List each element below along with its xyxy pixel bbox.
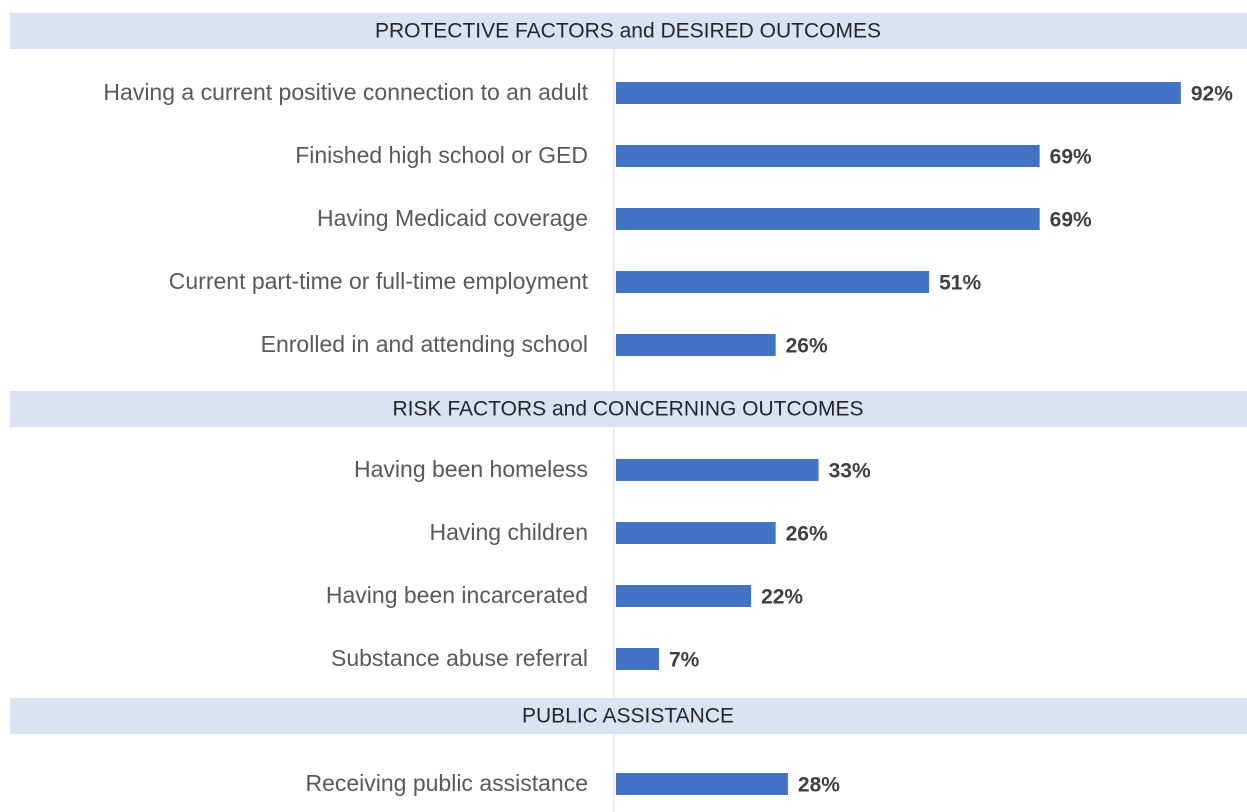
group-header: PUBLIC ASSISTANCE [522, 705, 734, 728]
bar [616, 82, 1181, 104]
category-label: Substance abuse referral [331, 645, 588, 671]
value-label: 92% [1191, 83, 1233, 106]
value-label: 26% [786, 523, 828, 546]
category-label: Having been homeless [354, 456, 588, 482]
bar [616, 271, 930, 293]
category-label: Having a current positive connection to … [103, 79, 588, 105]
value-label: 51% [939, 272, 981, 295]
category-label: Having Medicaid coverage [317, 205, 588, 231]
value-label: 69% [1050, 209, 1092, 232]
category-label: Having been incarcerated [326, 582, 588, 608]
category-label: Enrolled in and attending school [261, 331, 588, 357]
category-label: Finished high school or GED [295, 142, 588, 168]
group-header-band [10, 13, 1247, 49]
bar [616, 585, 752, 607]
category-label: Current part-time or full-time employmen… [169, 268, 589, 294]
value-label: 28% [798, 774, 840, 797]
category-label: Having children [429, 519, 588, 545]
bar [616, 648, 659, 670]
bar [616, 459, 819, 481]
group-header-band [10, 698, 1247, 734]
group-header: PROTECTIVE FACTORS and DESIRED OUTCOMES [375, 20, 881, 43]
value-label: 7% [669, 649, 700, 672]
value-label: 69% [1050, 146, 1092, 169]
bar [616, 145, 1040, 167]
category-label: Receiving public assistance [305, 770, 588, 796]
group-header-band [10, 391, 1247, 427]
bar [616, 208, 1040, 230]
value-label: 33% [829, 460, 871, 483]
group-header: RISK FACTORS and CONCERNING OUTCOMES [392, 398, 863, 421]
value-label: 22% [761, 586, 803, 609]
bar [616, 522, 776, 544]
bar [616, 773, 788, 795]
value-label: 26% [786, 335, 828, 358]
bar [616, 334, 776, 356]
